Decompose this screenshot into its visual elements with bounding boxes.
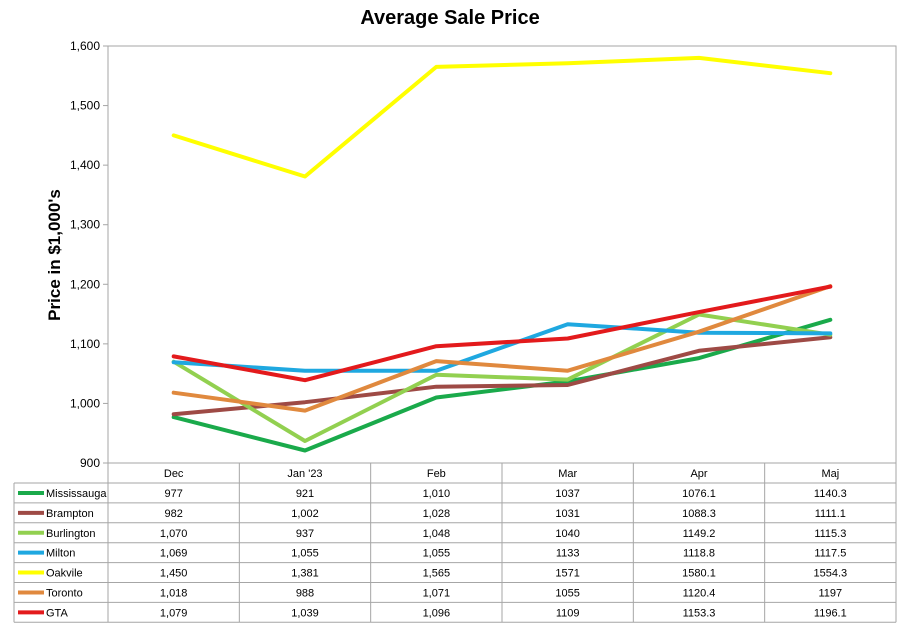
table-header-cell: Feb	[427, 468, 446, 480]
data-label: 1,381	[291, 568, 319, 580]
data-label: 1117.5	[814, 548, 846, 560]
data-label: 1115.3	[814, 528, 846, 540]
series-line-brampton	[171, 335, 833, 417]
data-label: 1088.3	[682, 508, 716, 520]
data-label: 1,069	[160, 548, 188, 560]
legend-label: Mississauga	[46, 488, 107, 500]
series-lines	[171, 55, 833, 453]
y-axis-label: Price in $1,000's	[45, 189, 64, 321]
data-label: 1,096	[423, 607, 451, 619]
series-line-burlington	[171, 312, 833, 443]
data-label: 1133	[556, 548, 580, 560]
data-label: 1,071	[423, 587, 451, 599]
data-table: Dec Jan '23 Feb Mar Apr Maj Mississauga 977 921 1…	[13, 463, 897, 623]
data-label: 1118.8	[683, 548, 715, 560]
legend-label: Milton	[46, 548, 75, 560]
data-label: 1,450	[160, 568, 188, 580]
y-axis: 900 1,000 1,100 1,200 1,300 1,400 1,500 1,600	[70, 39, 108, 470]
y-tick-label: 900	[80, 456, 100, 470]
data-label: 1,048	[423, 528, 451, 540]
legend-label: Oakvile	[46, 568, 83, 580]
y-tick-label: 1,200	[70, 277, 100, 291]
table-header-cell: Apr	[690, 468, 707, 480]
series-line-gta	[171, 284, 833, 383]
data-label: 1109	[556, 607, 580, 619]
y-tick-label: 1,100	[70, 337, 100, 351]
data-label: 1,002	[291, 508, 319, 520]
data-label: 1120.4	[683, 587, 716, 599]
data-label: 1153.3	[683, 607, 716, 619]
y-tick-label: 1,400	[70, 158, 100, 172]
table-header-cell: Mar	[558, 468, 577, 480]
table-header-cell: Dec	[164, 468, 184, 480]
data-label: 1111.1	[815, 508, 846, 520]
series-line-oakvile	[171, 55, 833, 179]
data-label: 977	[164, 488, 182, 500]
series-line-toronto	[171, 284, 833, 413]
data-label: 1140.3	[814, 488, 847, 500]
y-tick-label: 1,600	[70, 39, 100, 53]
data-label: 1,028	[423, 508, 451, 520]
data-label: 982	[164, 508, 182, 520]
data-label: 1571	[555, 568, 579, 580]
data-label: 1,010	[423, 488, 451, 500]
series-line-milton	[171, 322, 833, 373]
data-label: 1149.2	[683, 528, 716, 540]
data-label: 921	[296, 488, 314, 500]
data-label: 1076.1	[682, 488, 716, 500]
data-label: 1040	[555, 528, 579, 540]
data-label: 1196.1	[814, 607, 847, 619]
data-label: 1055	[555, 587, 579, 599]
data-label: 1031	[555, 508, 579, 520]
y-tick-label: 1,000	[70, 396, 100, 410]
legend-label: Toronto	[46, 587, 83, 599]
legend-label: Brampton	[46, 508, 94, 520]
data-label: 1,018	[160, 587, 188, 599]
table-header-cell: Jan '23	[287, 468, 322, 480]
y-tick-label: 1,300	[70, 218, 100, 232]
table-header-cell: Maj	[821, 468, 839, 480]
data-label: 1554.3	[814, 568, 848, 580]
data-label: 1037	[555, 488, 579, 500]
data-label: 1,079	[160, 607, 188, 619]
y-tick-label: 1,500	[70, 99, 100, 113]
data-label: 937	[296, 528, 314, 540]
legend-label: GTA	[46, 607, 68, 619]
chart-title: Average Sale Price	[360, 7, 539, 29]
data-label: 1,070	[160, 528, 188, 540]
data-label: 1,039	[291, 607, 319, 619]
legend-label: Burlington	[46, 528, 96, 540]
data-label: 988	[296, 587, 314, 599]
data-label: 1580.1	[682, 568, 716, 580]
data-label: 1,565	[423, 568, 451, 580]
series-line-mississauga	[171, 317, 833, 453]
data-label: 1197	[819, 587, 843, 599]
data-label: 1,055	[291, 548, 319, 560]
data-label: 1,055	[423, 548, 451, 560]
